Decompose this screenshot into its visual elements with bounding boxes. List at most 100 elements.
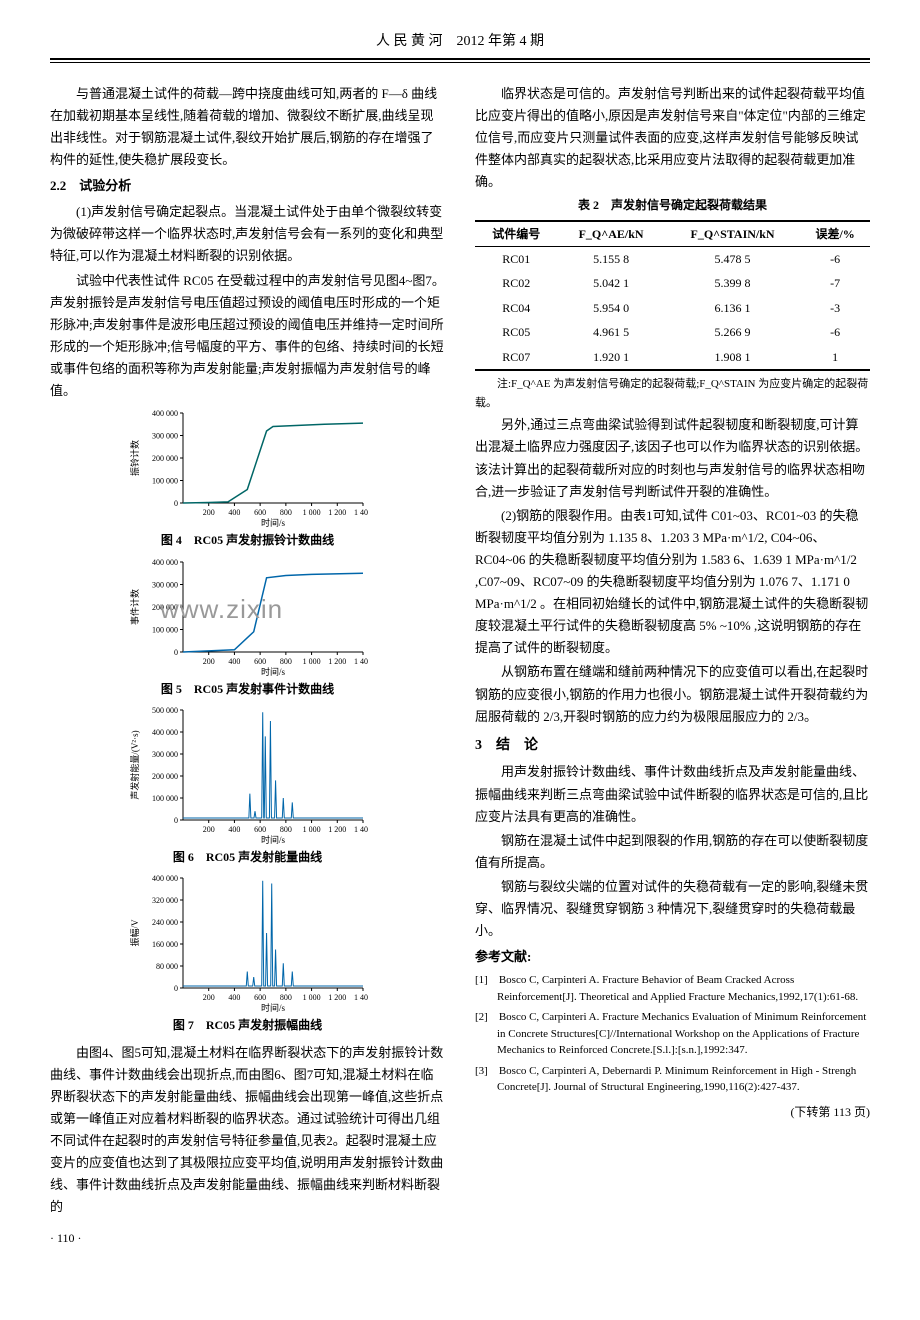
svg-text:200: 200 — [202, 825, 214, 834]
svg-text:300 000: 300 000 — [152, 750, 178, 759]
svg-text:600: 600 — [254, 825, 266, 834]
svg-text:400: 400 — [228, 508, 240, 517]
table-cell: RC02 — [475, 271, 557, 295]
header-rule — [50, 62, 870, 63]
table-header: F_Q^STAIN/kN — [665, 221, 801, 247]
table-cell: -6 — [800, 320, 870, 344]
figure-7: 080 000160 000240 000320 000400 00020040… — [50, 873, 445, 1035]
para: 由图4、图5可知,混凝土材料在临界断裂状态下的声发射振铃计数曲线、事件计数曲线会… — [50, 1042, 445, 1219]
references-list: [1] Bosco C, Carpinteri A. Fracture Beha… — [475, 972, 870, 1096]
fig7-svg: 080 000160 000240 000320 000400 00020040… — [128, 873, 368, 1013]
svg-text:时间/s: 时间/s — [260, 1002, 285, 1013]
table-cell: RC01 — [475, 247, 557, 272]
svg-text:400 000: 400 000 — [152, 409, 178, 418]
table-cell: 5.399 8 — [665, 271, 801, 295]
issue: 2012 年第 4 期 — [457, 34, 545, 49]
para: (1)声发射信号确定起裂点。当混凝土试件处于由单个微裂纹转变为微破碎带这样一个临… — [50, 201, 445, 267]
continued-note: (下转第 113 页) — [475, 1102, 870, 1122]
svg-text:事件计数: 事件计数 — [129, 588, 140, 624]
reference-item: [2] Bosco C, Carpinteri A. Fracture Mech… — [475, 1009, 870, 1059]
table-cell: 6.136 1 — [665, 296, 801, 320]
table-cell: 4.961 5 — [557, 320, 664, 344]
svg-text:200 000: 200 000 — [152, 454, 178, 463]
svg-text:400: 400 — [228, 825, 240, 834]
watermark-text: www.zixin — [160, 587, 283, 631]
right-column: 临界状态是可信的。声发射信号判断出来的试件起裂荷载平均值比应变片得出的值略小,原… — [475, 83, 870, 1249]
svg-text:时间/s: 时间/s — [260, 834, 285, 845]
svg-text:200: 200 — [202, 657, 214, 666]
fig6-caption: 图 6 RC05 声发射能量曲线 — [50, 847, 445, 867]
svg-text:500 000: 500 000 — [152, 706, 178, 715]
svg-text:300 000: 300 000 — [152, 432, 178, 441]
table-header: 试件编号 — [475, 221, 557, 247]
svg-text:1 400: 1 400 — [354, 657, 368, 666]
svg-text:160 000: 160 000 — [152, 940, 178, 949]
svg-text:400 000: 400 000 — [152, 558, 178, 567]
svg-text:80 000: 80 000 — [156, 962, 178, 971]
svg-text:声发射能量/(V²·s): 声发射能量/(V²·s) — [129, 730, 140, 799]
left-column: 与普通混凝土试件的荷载—跨中挠度曲线可知,两者的 F—δ 曲线在加载初期基本呈线… — [50, 83, 445, 1249]
svg-text:200 000: 200 000 — [152, 772, 178, 781]
svg-text:600: 600 — [254, 657, 266, 666]
svg-text:800: 800 — [279, 825, 291, 834]
table2-note: 注:F_Q^AE 为声发射信号确定的起裂荷载;F_Q^STAIN 为应变片确定的… — [475, 375, 870, 412]
journal-name: 人 民 黄 河 — [376, 34, 443, 49]
svg-text:1 200: 1 200 — [328, 657, 346, 666]
table-cell: 1.908 1 — [665, 345, 801, 370]
svg-text:800: 800 — [279, 508, 291, 517]
para: 钢筋在混凝土试件中起到限裂的作用,钢筋的存在可以使断裂韧度值有所提高。 — [475, 830, 870, 874]
fig4-svg: 0100 000200 000300 000400 00020040060080… — [128, 408, 368, 528]
svg-text:1 400: 1 400 — [354, 825, 368, 834]
section-2-2: 2.2 试验分析 — [50, 175, 445, 197]
para: 从钢筋布置在缝端和缝前两种情况下的应变值可以看出,在起裂时钢筋的应变很小,钢筋的… — [475, 661, 870, 727]
fig4-caption: 图 4 RC05 声发射振铃计数曲线 — [50, 530, 445, 550]
para: 另外,通过三点弯曲梁试验得到试件起裂韧度和断裂韧度,可计算出混凝土临界应力强度因… — [475, 414, 870, 502]
table-cell: 5.478 5 — [665, 247, 801, 272]
table-cell: RC05 — [475, 320, 557, 344]
table-cell: RC04 — [475, 296, 557, 320]
table-cell: 1.920 1 — [557, 345, 664, 370]
table-cell: 1 — [800, 345, 870, 370]
page-number: · 110 · — [50, 1228, 445, 1248]
svg-text:1 000: 1 000 — [302, 508, 320, 517]
svg-text:200: 200 — [202, 993, 214, 1002]
fig7-caption: 图 7 RC05 声发射振幅曲线 — [50, 1015, 445, 1035]
svg-text:1 000: 1 000 — [302, 993, 320, 1002]
svg-text:320 000: 320 000 — [152, 896, 178, 905]
svg-text:400: 400 — [228, 993, 240, 1002]
svg-text:800: 800 — [279, 993, 291, 1002]
svg-text:400 000: 400 000 — [152, 728, 178, 737]
svg-text:200: 200 — [202, 508, 214, 517]
table-cell: RC07 — [475, 345, 557, 370]
table-header: F_Q^AE/kN — [557, 221, 664, 247]
table-cell: -7 — [800, 271, 870, 295]
table2-caption: 表 2 声发射信号确定起裂荷载结果 — [475, 195, 870, 215]
svg-text:时间/s: 时间/s — [260, 666, 285, 677]
references-heading: 参考文献: — [475, 946, 870, 968]
svg-text:1 000: 1 000 — [302, 825, 320, 834]
para: 试验中代表性试件 RC05 在受载过程中的声发射信号见图4~图7。声发射振铃是声… — [50, 270, 445, 403]
table-cell: -6 — [800, 247, 870, 272]
svg-text:0: 0 — [174, 984, 178, 993]
svg-text:振铃计数: 振铃计数 — [129, 440, 140, 476]
svg-text:100 000: 100 000 — [152, 794, 178, 803]
svg-text:0: 0 — [174, 648, 178, 657]
reference-item: [3] Bosco C, Carpinteri A, Debernardi P.… — [475, 1063, 870, 1096]
svg-text:600: 600 — [254, 993, 266, 1002]
figure-6: 0100 000200 000300 000400 000500 0002004… — [50, 705, 445, 867]
reference-item: [1] Bosco C, Carpinteri A. Fracture Beha… — [475, 972, 870, 1005]
svg-text:0: 0 — [174, 499, 178, 508]
svg-text:1 200: 1 200 — [328, 508, 346, 517]
section-3: 3 结 论 — [475, 734, 870, 758]
svg-text:600: 600 — [254, 508, 266, 517]
table-cell: -3 — [800, 296, 870, 320]
svg-text:1 400: 1 400 — [354, 508, 368, 517]
svg-text:400 000: 400 000 — [152, 874, 178, 883]
fig6-svg: 0100 000200 000300 000400 000500 0002004… — [128, 705, 368, 845]
svg-text:1 200: 1 200 — [328, 993, 346, 1002]
table-header: 误差/% — [800, 221, 870, 247]
para: 钢筋与裂纹尖端的位置对试件的失稳荷载有一定的影响,裂缝未贯穿、临界情况、裂缝贯穿… — [475, 876, 870, 942]
figure-4: 0100 000200 000300 000400 00020040060080… — [50, 408, 445, 550]
para: 与普通混凝土试件的荷载—跨中挠度曲线可知,两者的 F—δ 曲线在加载初期基本呈线… — [50, 83, 445, 171]
svg-text:振幅/V: 振幅/V — [129, 919, 140, 947]
